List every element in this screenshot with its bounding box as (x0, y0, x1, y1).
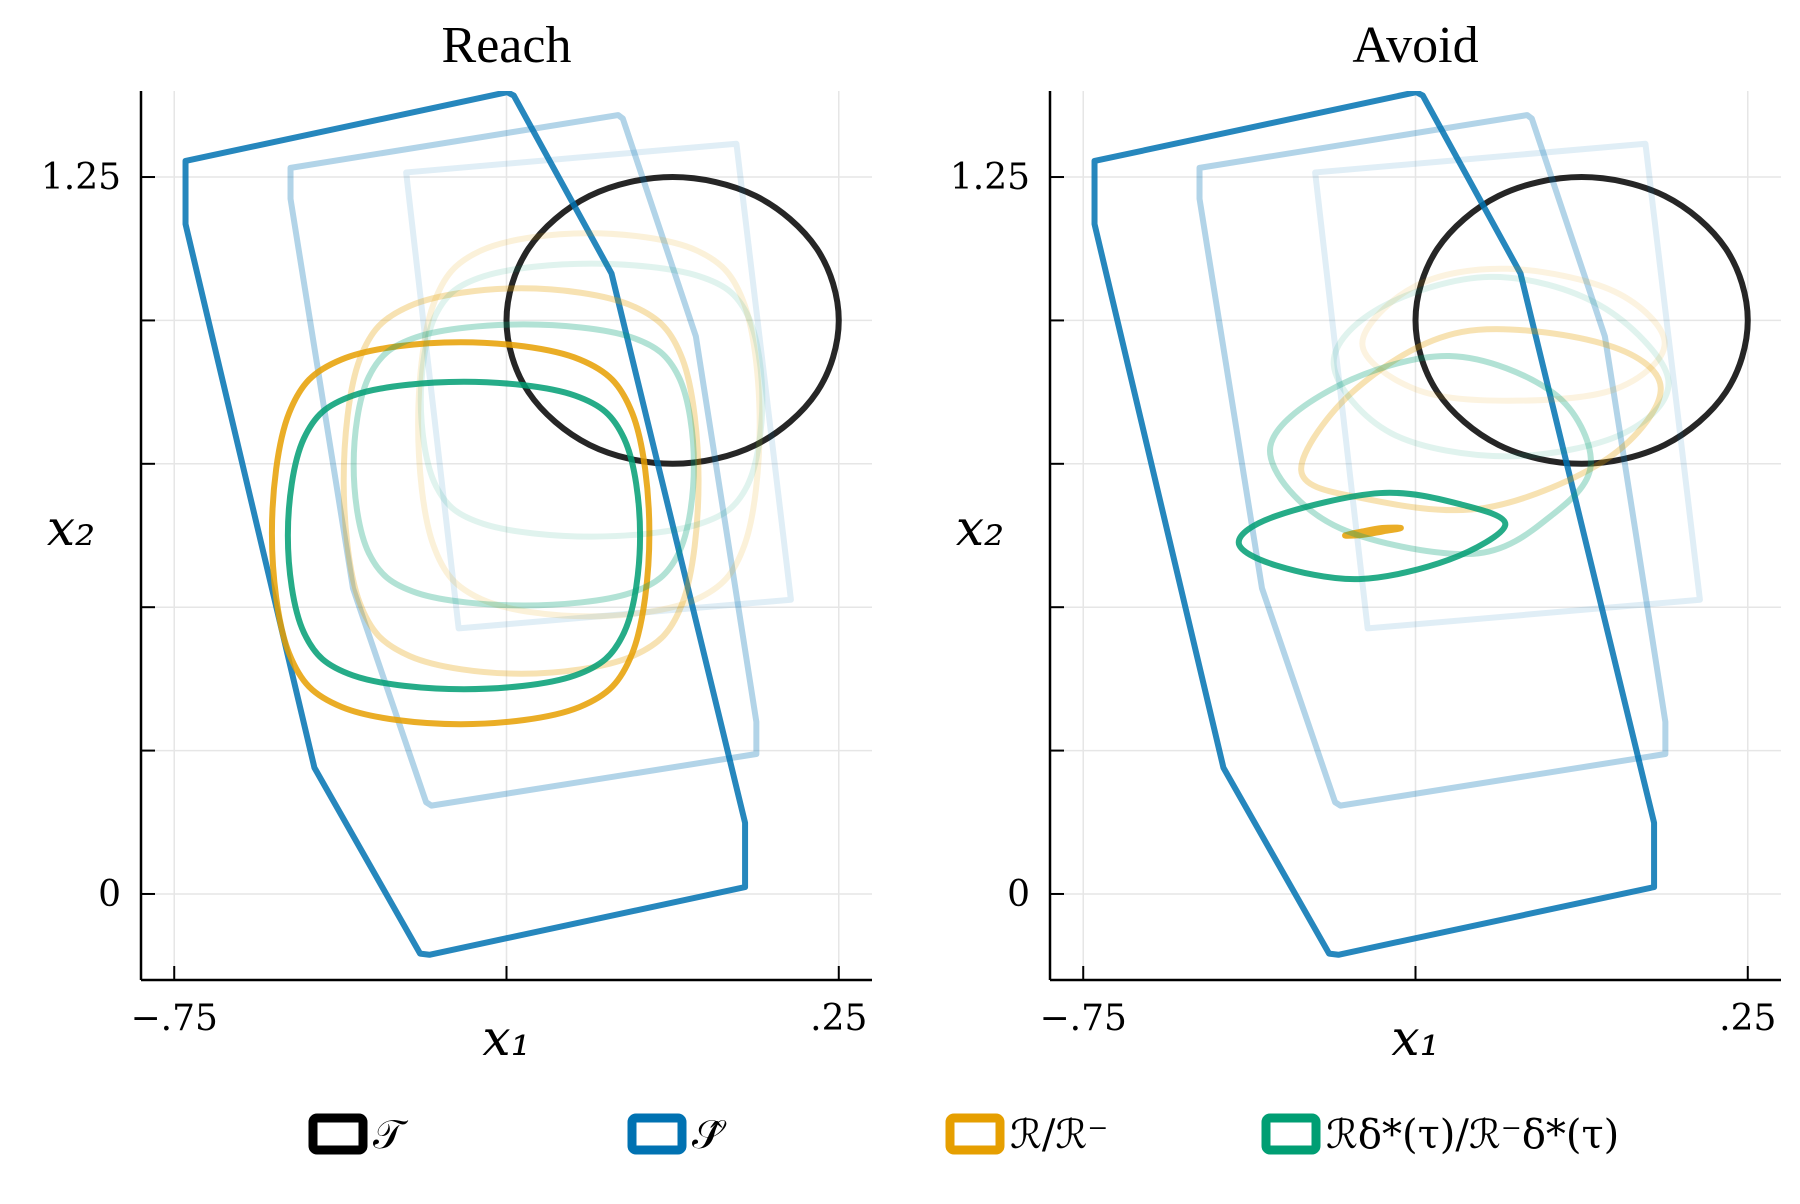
shape-outline (1330, 273, 1672, 460)
y-tick-label: 1.25 (41, 157, 121, 198)
shape-outline (1266, 352, 1594, 558)
x-tick-label: −.75 (131, 998, 218, 1039)
x-axis-label: x₁ (1391, 1009, 1439, 1067)
shape-outline (1359, 265, 1668, 404)
x-tick-label: .25 (1719, 998, 1776, 1039)
shape-outline (1091, 91, 1658, 958)
y-axis-label: x₂ (956, 499, 1004, 557)
shape-outline (1312, 140, 1703, 632)
x-tick-label: .25 (810, 998, 867, 1039)
shape-outline (1298, 326, 1664, 514)
plot-area (182, 91, 842, 958)
shape-outline (403, 140, 794, 632)
shape-outline (503, 174, 842, 467)
y-tick-label: 1.25 (950, 157, 1030, 198)
legend-label: ℛδ*(τ)/ℛ⁻δ*(τ) (1326, 1112, 1619, 1158)
legend-swatch (308, 1113, 368, 1155)
legend-swatch (1261, 1113, 1321, 1155)
x-axis-label: x₁ (482, 1009, 530, 1067)
shape-outline (415, 230, 763, 620)
chart-title: Avoid (1352, 17, 1478, 74)
shape-outline (182, 91, 749, 958)
legend-label: ℛ/ℛ⁻ (1010, 1112, 1108, 1158)
y-tick-label: 0 (98, 874, 121, 915)
shape-outline (1412, 174, 1751, 467)
legend-swatch (945, 1113, 1005, 1155)
legend-swatch (627, 1113, 687, 1155)
shape-outline (1196, 112, 1669, 809)
shape-outline (268, 339, 653, 728)
shape-outline (417, 260, 766, 540)
shape-outline (1342, 524, 1404, 539)
x-tick-label: −.75 (1040, 998, 1127, 1039)
legend-label: 𝒮̂ (692, 1112, 727, 1158)
y-tick-label: 0 (1007, 874, 1030, 915)
shape-outline (350, 321, 697, 609)
y-axis-label: x₂ (47, 499, 95, 557)
plot-area (1091, 91, 1751, 958)
shape-outline (1235, 489, 1509, 583)
chart-title: Reach (442, 17, 572, 74)
shape-outline (287, 112, 760, 809)
shape-outline (284, 378, 644, 693)
legend-label: 𝒯 (373, 1112, 409, 1158)
